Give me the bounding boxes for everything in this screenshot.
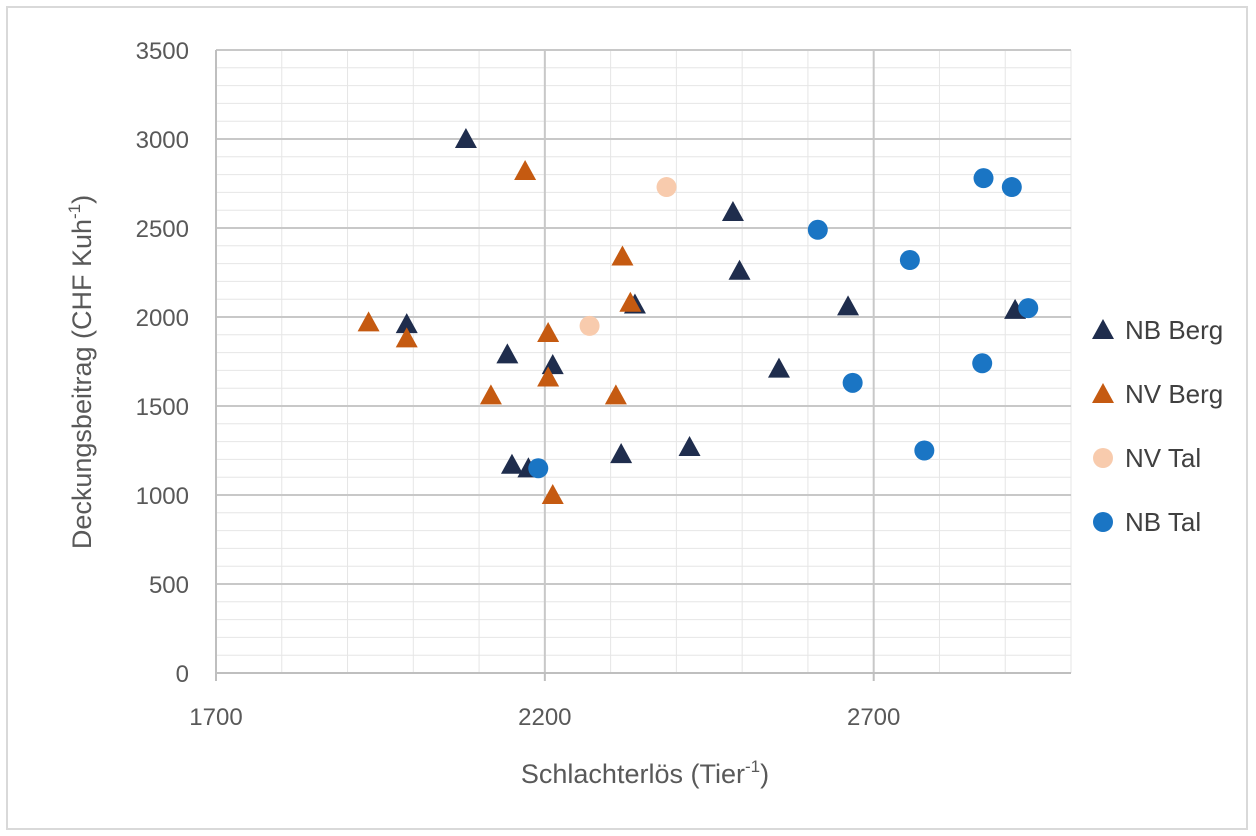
legend-label: NV Berg [1125,379,1223,409]
y-tick-label: 500 [149,572,189,599]
major-gridlines [216,49,1071,673]
legend-marker-nv-tal [1093,448,1113,468]
legend: NB Berg NV Berg NV Tal NB Tal [1092,315,1223,537]
x-axis-title: Schlachterlös (Tier-1) [521,757,769,789]
data-point-nv-berg [514,160,537,181]
legend-label: NB Berg [1125,315,1223,345]
x-tick-label: 1700 [189,704,242,731]
y-tick-label: 3000 [136,127,189,154]
y-axis-title: Deckungsbeitrag (CHF Kuh-1) [65,195,97,549]
chart-frame: 1700 2200 2700 0 500 1000 1500 2000 2500 3000 3500… [6,6,1248,830]
data-point-nb-berg [767,357,790,378]
minor-gridlines [216,50,1072,673]
data-point-nv-berg [611,245,634,266]
data-point-nb-tal [972,353,993,374]
x-tick-label: 2700 [847,704,900,731]
y-tick-label: 1000 [136,483,189,510]
data-point-nb-berg [837,295,860,316]
y-tick-label: 2000 [136,305,189,332]
data-point-nb-berg [500,453,523,474]
data-point-nb-berg [721,200,744,221]
data-point-nb-tal [528,458,549,479]
tick-labels: 1700 2200 2700 0 500 1000 1500 2000 2500 3000 3500 [136,38,901,731]
data-point-nb-tal [1001,177,1022,198]
data-point-nv-berg [479,384,502,405]
data-point-nb-berg [454,128,477,149]
legend-marker-nb-tal [1093,512,1113,532]
data-point-nv-tal [656,177,677,198]
data-point-nb-berg [496,343,519,364]
y-tick-label: 3500 [136,38,189,65]
data-point-nb-berg [395,313,418,334]
data-point-nb-tal [1018,298,1039,319]
data-point-nv-berg [537,366,560,387]
data-point-nb-tal [973,168,994,189]
data-point-nv-berg [395,327,418,348]
data-point-nv-berg [541,484,564,505]
data-point-nb-tal [914,440,935,461]
data-point-nb-berg [610,443,633,464]
legend-label: NV Tal [1125,443,1201,473]
legend-marker-nv-berg [1092,383,1114,404]
x-tick-label: 2200 [518,704,571,731]
data-point-nb-berg [678,435,701,456]
data-point-nb-berg [728,259,751,280]
data-point-nb-tal [842,372,863,393]
scatter-chart: 1700 2200 2700 0 500 1000 1500 2000 2500 3000 3500… [65,38,1223,789]
data-point-nb-tal [899,250,920,271]
legend-label: NB Tal [1125,507,1201,537]
data-point-nv-berg [357,311,380,332]
data-point-nv-berg [537,322,560,343]
data-point-nv-tal [579,315,600,336]
axes [215,50,1071,681]
data-points [357,128,1039,505]
y-tick-label: 2500 [136,216,189,243]
legend-marker-nb-berg [1092,319,1114,340]
data-point-nb-tal [807,219,828,240]
data-point-nv-berg [604,384,627,405]
data-point-nv-berg [619,291,642,312]
y-tick-label: 1500 [136,394,189,421]
y-tick-label: 0 [176,661,189,688]
